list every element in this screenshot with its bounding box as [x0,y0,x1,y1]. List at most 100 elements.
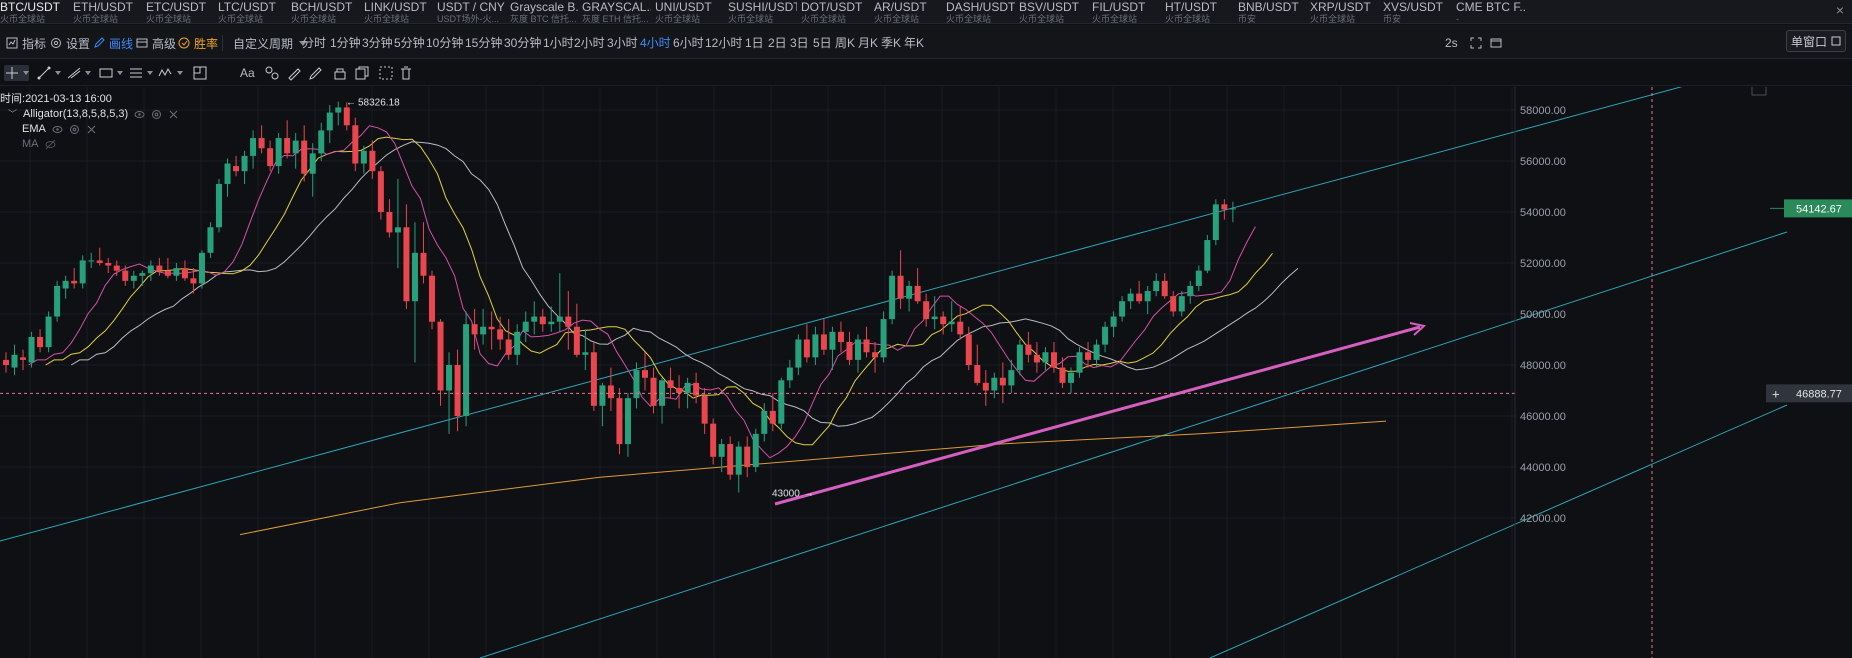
eye-off-icon[interactable] [45,139,56,150]
candle[interactable] [488,326,495,330]
candle[interactable] [1204,240,1211,271]
candle[interactable] [352,125,359,164]
tool-pencil[interactable] [308,65,324,81]
candle[interactable] [744,446,751,467]
candle[interactable] [1025,344,1032,355]
ticker-tab[interactable]: XRP/USDT 火币全球站 [1310,0,1379,24]
tool-crosshair[interactable] [4,65,29,81]
candle[interactable] [420,252,427,276]
period-item[interactable]: 5分钟 [394,36,425,50]
candle[interactable] [79,260,86,284]
candle[interactable] [394,227,401,233]
candle[interactable] [1093,344,1100,360]
candle[interactable] [931,316,938,320]
winrate-button[interactable]: 胜率 [178,34,218,52]
candle[interactable] [940,316,947,325]
candle[interactable] [446,365,453,391]
candle[interactable] [1110,316,1117,327]
trend-line[interactable] [774,325,1421,506]
candle[interactable] [1008,370,1015,386]
tool-copy[interactable] [354,65,370,81]
candle[interactable] [565,316,572,327]
candle[interactable] [241,155,248,172]
candle[interactable] [616,398,623,445]
candle[interactable] [130,275,137,281]
candle[interactable] [1221,204,1228,210]
candle[interactable] [752,433,759,467]
candle[interactable] [156,265,163,271]
single-window-button[interactable]: 单窗口 [1786,30,1846,52]
candle[interactable] [360,150,367,164]
candle[interactable] [718,444,725,457]
candle[interactable] [3,359,9,365]
refresh-interval[interactable]: 2s [1445,34,1458,52]
ticker-tab[interactable]: BSV/USDT 火币全球站 [1019,0,1088,24]
candle[interactable] [889,275,896,320]
candle[interactable] [633,370,640,399]
candle[interactable] [267,148,274,167]
candle[interactable] [923,301,930,320]
candle[interactable] [45,316,52,348]
candle[interactable] [411,252,418,302]
candle[interactable] [233,166,240,172]
candle[interactable] [991,377,998,391]
ma-name[interactable]: MA [22,138,39,150]
tool-trend-line[interactable] [36,65,61,81]
ticker-tab[interactable]: FIL/USDT 火币全球站 [1092,0,1161,24]
ticker-tab[interactable]: ETH/USDT 火币全球站 [73,0,142,24]
gear-icon[interactable] [69,124,80,135]
candle[interactable] [301,140,308,174]
candle[interactable] [164,270,171,276]
candle[interactable] [667,380,674,388]
ticker-tab[interactable]: BCH/USDT 火币全球站 [291,0,360,24]
period-item[interactable]: 3日 [790,36,809,50]
candle[interactable] [846,342,853,360]
candle[interactable] [855,339,861,360]
candle[interactable] [309,153,316,174]
candle[interactable] [1119,301,1126,317]
tool-brush[interactable] [286,65,302,81]
candle[interactable] [1042,352,1049,363]
candle[interactable] [829,331,836,350]
candle[interactable] [1050,352,1057,368]
candle[interactable] [948,321,955,325]
candle[interactable] [11,354,18,368]
candle[interactable] [548,321,555,325]
candle[interactable] [624,398,631,445]
candle[interactable] [471,324,478,335]
tool-rectangle[interactable] [98,65,123,81]
ticker-tab[interactable]: DASH/USDT 火币全球站 [946,0,1015,24]
candle[interactable] [880,319,887,358]
candle[interactable] [284,138,291,154]
candle[interactable] [573,326,580,355]
candle[interactable] [684,382,691,394]
candle[interactable] [607,385,614,399]
candle[interactable] [454,365,461,416]
ticker-tab[interactable]: SUSHI/USDT 火币全球站 [728,0,797,24]
period-item[interactable]: 年K [904,36,925,50]
candle[interactable] [318,130,325,154]
plus-icon[interactable]: + [1772,386,1780,401]
candlestick-chart[interactable]: 58000.00 56000.00 54000.00 52000.00 50000.00… [0,87,1852,658]
candle[interactable] [642,370,648,378]
candle[interactable] [181,268,188,279]
candle[interactable] [965,334,972,365]
candle[interactable] [429,275,435,322]
period-item[interactable]: 6小时 [673,36,704,50]
candle[interactable] [403,227,410,302]
candle[interactable] [761,410,768,434]
candle[interactable] [147,265,154,274]
candle[interactable] [198,252,205,284]
candle[interactable] [275,138,282,167]
candle[interactable] [727,444,734,475]
candle[interactable] [539,316,546,325]
ticker-tab[interactable]: AR/USDT 火币全球站 [874,0,943,24]
candle[interactable] [974,365,981,383]
candle[interactable] [173,268,180,276]
period-item[interactable]: 5日 [813,36,832,50]
candle[interactable] [505,339,512,355]
ticker-tab[interactable]: CME BTC F... - [1456,0,1525,24]
candle[interactable] [582,352,589,355]
candle[interactable] [872,352,879,358]
settings-button[interactable]: 设置 [50,34,90,52]
